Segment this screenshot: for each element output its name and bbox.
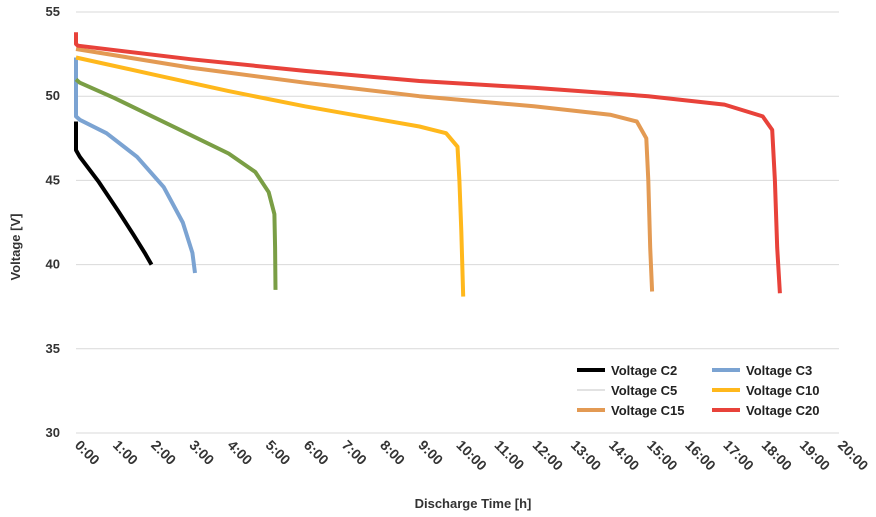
y-tick-label: 50 [46, 88, 60, 103]
x-tick-label: 1:00 [110, 437, 141, 468]
legend-label-6: Voltage C20 [746, 403, 819, 418]
y-tick-label: 35 [46, 341, 60, 356]
x-axis-title: Discharge Time [h] [415, 496, 532, 511]
series-line-5 [76, 49, 652, 292]
series-line-6 [76, 32, 780, 293]
x-tick-label: 10:00 [453, 437, 490, 474]
x-tick-label: 5:00 [263, 437, 294, 468]
x-tick-label: 8:00 [377, 437, 408, 468]
x-tick-label: 18:00 [759, 437, 796, 474]
series-line-1 [76, 122, 152, 265]
legend-label-2: Voltage C3 [746, 363, 812, 378]
x-tick-label: 6:00 [301, 437, 332, 468]
x-tick-label: 17:00 [720, 437, 757, 474]
x-tick-label: 3:00 [186, 437, 217, 468]
x-tick-label: 12:00 [530, 437, 567, 474]
x-tick-label: 16:00 [682, 437, 719, 474]
x-tick-label: 4:00 [224, 437, 255, 468]
x-axis-ticks: 0:00 1:00 2:00 3:00 4:00 5:00 6:00 7:00 8:00 9:00… [72, 437, 872, 474]
x-tick-label: 13:00 [568, 437, 605, 474]
series-line-3 [76, 79, 276, 290]
x-tick-label: 0:00 [72, 437, 103, 468]
legend-label-1: Voltage C2 [611, 363, 677, 378]
x-tick-label: 7:00 [339, 437, 370, 468]
y-axis-ticks: 30 35 40 45 50 55 [46, 4, 60, 440]
series-lines [76, 32, 780, 296]
x-tick-label: 2:00 [148, 437, 179, 468]
x-tick-label: 19:00 [797, 437, 834, 474]
legend-label-5: Voltage C15 [611, 403, 684, 418]
legend-label-3: Voltage C5 [611, 383, 677, 398]
y-tick-label: 55 [46, 4, 60, 19]
legend-label-4: Voltage C10 [746, 383, 819, 398]
x-tick-label: 9:00 [415, 437, 446, 468]
x-tick-label: 15:00 [644, 437, 681, 474]
x-tick-label: 14:00 [606, 437, 643, 474]
y-tick-label: 30 [46, 425, 60, 440]
y-tick-label: 45 [46, 172, 60, 187]
y-tick-label: 40 [46, 257, 60, 272]
y-axis-title: Voltage [V] [8, 214, 23, 281]
x-tick-label: 11:00 [492, 437, 528, 473]
x-tick-label: 20:00 [835, 437, 872, 474]
